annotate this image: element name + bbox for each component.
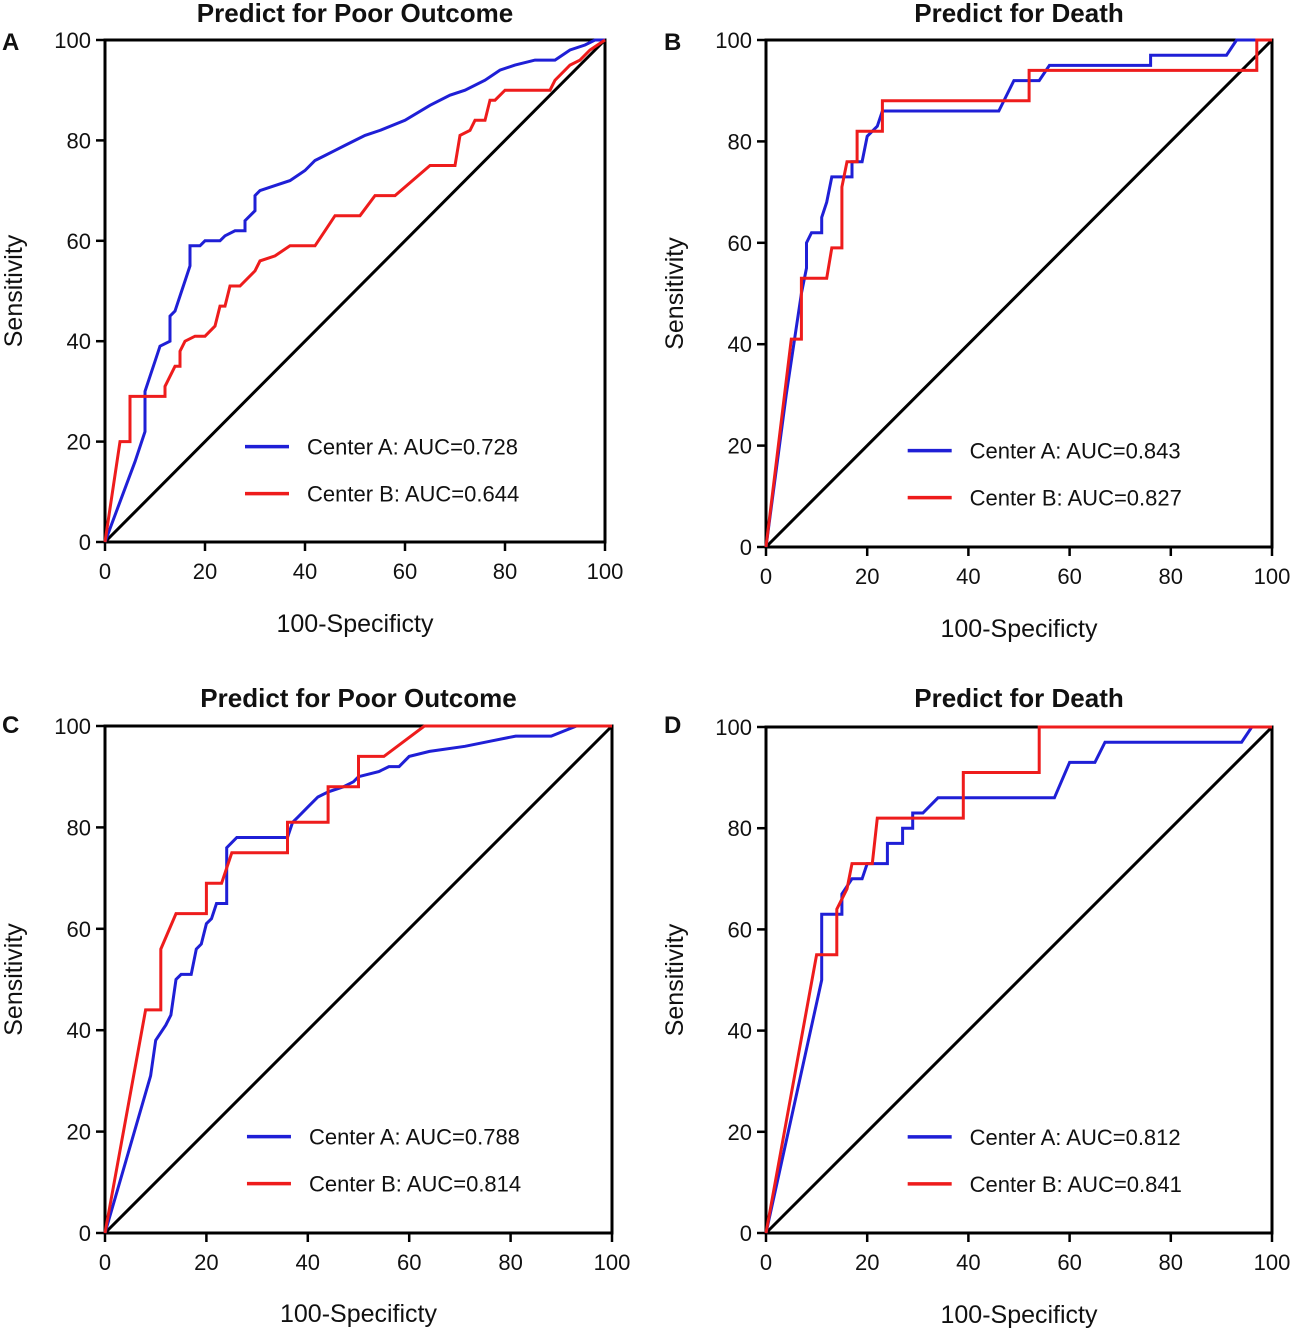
panel-letter: C [2,712,19,739]
chart-title: Predict for Death [914,683,1124,713]
x-tick-label: 20 [855,1250,879,1275]
y-tick-label: 40 [728,332,752,357]
x-tick-label: 80 [493,559,517,584]
y-tick-label: 60 [728,917,752,942]
plot-frame [764,38,1274,549]
legend-label: Center B: AUC=0.841 [970,1172,1182,1197]
x-tick-label: 20 [193,559,217,584]
panel-a: A Predict for Poor Outcome 0 20 40 60 80 100 0 20… [0,0,623,638]
series-line-center-b [764,38,1272,548]
plot-frame [103,38,607,544]
y-tick-label: 20 [728,1120,752,1145]
y-tick-label: 40 [67,329,91,354]
y-axis-label: Sensitivity [661,923,689,1036]
x-tick-label: 100 [594,1250,631,1275]
legend-label: Center A: AUC=0.788 [309,1125,520,1150]
series-line-center-a [764,38,1272,548]
x-tick-label: 20 [855,564,879,589]
panel-b: B Predict for Death 0 20 40 60 80 100 0 20 40 60 80 1… [661,0,1290,643]
x-tick-label: 80 [498,1250,522,1275]
y-tick-label: 20 [67,1120,91,1145]
y-tick-label: 100 [54,714,91,739]
x-axis-label: 100-Specificty [940,1301,1098,1329]
y-tick-label: 0 [79,1221,91,1246]
x-tick-label: 60 [1057,1250,1081,1275]
chart-title: Predict for Poor Outcome [197,0,513,28]
legend-label: Center A: AUC=0.728 [307,435,518,460]
chart-title: Predict for Poor Outcome [200,683,516,713]
x-tick-label: 40 [956,1250,980,1275]
series-line-center-b [103,38,606,543]
x-axis-label: 100-Specificty [280,1300,438,1328]
x-tick-label: 40 [293,559,317,584]
x-tick-label: 40 [296,1250,320,1275]
y-tick-label: 80 [67,815,91,840]
x-tick-label: 0 [760,564,772,589]
x-tick-label: 100 [1254,1250,1291,1275]
x-tick-label: 60 [1057,564,1081,589]
legend-label: Center B: AUC=0.644 [307,482,519,507]
y-tick-label: 100 [54,28,91,53]
plot-frame [103,724,614,1235]
x-tick-label: 60 [397,1250,421,1275]
y-tick-label: 80 [728,129,752,154]
y-axis-label: Sensitivity [0,234,28,347]
x-axis-label: 100-Specificty [276,610,434,638]
legend-label: Center A: AUC=0.843 [970,439,1181,464]
x-tick-label: 0 [99,559,111,584]
x-axis-label: 100-Specificty [940,615,1098,643]
x-tick-label: 0 [760,1250,772,1275]
reference-diagonal-line [764,38,1274,549]
y-axis-label: Sensitivity [0,923,28,1036]
y-tick-label: 0 [79,530,91,555]
panel-letter: B [664,29,681,56]
y-tick-label: 60 [67,229,91,254]
legend-label: Center A: AUC=0.812 [970,1125,1181,1150]
series-line-center-a [103,38,605,543]
panel-d: D Predict for Death 0 20 40 60 80 100 0 20 40 60 80 1… [661,683,1290,1329]
x-tick-label: 40 [956,564,980,589]
reference-diagonal-line [103,38,607,544]
y-tick-label: 0 [740,1221,752,1246]
y-tick-label: 40 [67,1018,91,1043]
y-tick-label: 20 [67,430,91,455]
legend-label: Center B: AUC=0.827 [970,486,1182,511]
y-tick-label: 40 [728,1019,752,1044]
plot-frame [764,725,1274,1235]
y-tick-label: 100 [715,715,752,740]
panel-c: C Predict for Poor Outcome 0 20 40 60 80 100 0 20… [0,683,630,1328]
chart-title: Predict for Death [914,0,1124,28]
legend-label: Center B: AUC=0.814 [309,1172,521,1197]
x-tick-label: 0 [99,1250,111,1275]
y-tick-label: 20 [728,434,752,459]
panel-letter: A [2,29,19,56]
y-tick-label: 80 [67,128,91,153]
series-line-center-b [764,725,1272,1234]
x-tick-label: 60 [393,559,417,584]
reference-diagonal-line [764,725,1274,1235]
x-tick-label: 20 [194,1250,218,1275]
y-tick-label: 60 [728,231,752,256]
y-tick-label: 100 [715,28,752,53]
x-tick-label: 100 [1254,564,1291,589]
y-tick-label: 60 [67,917,91,942]
x-tick-label: 80 [1159,564,1183,589]
reference-diagonal-line [103,724,614,1235]
y-axis-label: Sensitivity [661,237,689,350]
x-tick-label: 80 [1159,1250,1183,1275]
panel-letter: D [664,712,681,739]
y-tick-label: 0 [740,535,752,560]
y-tick-label: 80 [728,816,752,841]
x-tick-label: 100 [587,559,624,584]
series-line-center-b [103,724,612,1234]
